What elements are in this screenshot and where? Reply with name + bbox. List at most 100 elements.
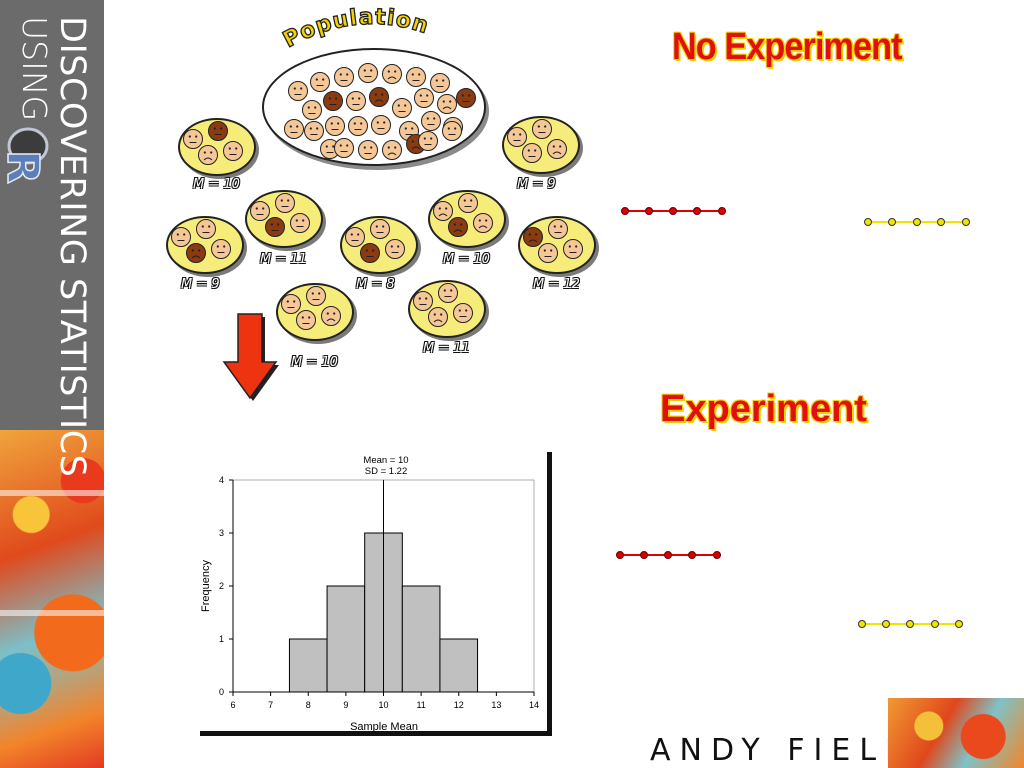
experiment-yellow-dots [858,620,963,628]
sample-mean-label: M = 11 [423,341,470,356]
sidebar-decorative-art [0,430,104,768]
neutral-face-icon [421,111,441,131]
sample-mean-label: M = 8 [356,277,395,292]
neutral-face-icon [358,63,378,83]
sad-face-icon [186,243,206,263]
population-faces [284,63,476,160]
neutral-face-icon [310,72,330,92]
chart-annotation-sd: SD = 1.22 [365,466,408,477]
neutral-face-icon [563,239,583,259]
corner-decorative-art [888,698,1024,768]
sample-mean-label: M = 10 [193,177,240,192]
neutral-face-icon [275,193,295,213]
x-tick-label: 13 [491,700,501,710]
neutral-face-icon [334,138,354,158]
yellow-dot [858,620,866,628]
red-dot [713,551,721,559]
sidebar-grey-panel [0,0,104,430]
red-dot [640,551,648,559]
x-tick-label: 11 [416,700,425,710]
neutral-face-icon [453,303,473,323]
red-dot [616,551,624,559]
neutral-face-icon [306,286,326,306]
neutral-face-icon [458,193,478,213]
sample-mean-label: M = 9 [517,177,556,192]
sad-face-icon [437,94,457,114]
neutral-face-icon [538,243,558,263]
red-dot [688,551,696,559]
author-name: ANDY FIELD [650,733,918,768]
sample-mean-label: M = 12 [533,277,580,292]
y-axis-label: Frequency [200,560,212,612]
neutral-face-icon [284,119,304,139]
sample-mean-label: M = 10 [291,355,338,370]
sad-face-icon [321,306,341,326]
down-arrow-icon [222,313,279,401]
sad-face-icon [547,139,567,159]
y-tick-label: 2 [219,581,224,591]
sample-mean-label: M = 11 [260,252,307,267]
red-dot [664,551,672,559]
sad-face-icon [382,140,402,160]
histogram-panel: Mean = 10 SD = 1.22 6 7 8 9 10 11 12 13 14 0 1 2 3 4 … [200,452,552,736]
neutral-face-icon [208,121,228,141]
histogram-bar [288,638,328,693]
population-title-graphic: Population [279,4,432,54]
x-tick-label: 9 [343,700,348,710]
yellow-dot [955,620,963,628]
neutral-face-icon [346,91,366,111]
sample-mean-label: M = 9 [181,277,220,292]
sad-face-icon [523,227,543,247]
sample-mean-label: M = 10 [443,252,490,267]
histogram-bar [439,638,479,693]
y-tick-label: 0 [219,687,224,697]
neutral-face-icon [290,213,310,233]
y-tick-label: 1 [219,634,224,644]
neutral-face-icon [281,294,301,314]
neutral-face-icon [325,116,345,136]
neutral-face-icon [288,81,308,101]
neutral-face-icon [250,201,270,221]
neutral-face-icon [414,88,434,108]
neutral-face-icon [348,116,368,136]
r-logo-letter: R [6,150,48,184]
neutral-face-icon [304,121,324,141]
x-tick-label: 7 [268,700,273,710]
histogram-chart: Mean = 10 SD = 1.22 6 7 8 9 10 11 12 13 1401234 … [200,455,539,731]
neutral-face-icon [392,98,412,118]
no-experiment-heading: No Experiment [672,26,903,68]
neutral-face-icon [418,131,438,151]
sad-face-icon [198,145,218,165]
neutral-face-icon [171,227,191,247]
neutral-face-icon [548,219,568,239]
sad-face-icon [369,87,389,107]
neutral-face-icon [413,291,433,311]
sad-face-icon [382,64,402,84]
neutral-face-icon [385,239,405,259]
neutral-face-icon [406,67,426,87]
x-tick-label: 10 [378,700,388,710]
yellow-dot [882,620,890,628]
neutral-face-icon [358,140,378,160]
neutral-face-icon [360,243,380,263]
chart-annotation-mean: Mean = 10 [363,455,408,466]
experiment-red-dots [616,551,721,559]
y-tick-label: 4 [219,475,224,485]
x-tick-label: 12 [454,700,464,710]
neutral-face-icon [438,283,458,303]
neutral-face-icon [522,143,542,163]
sad-face-icon [433,201,453,221]
experiment-heading: Experiment [660,388,867,430]
neutral-face-icon [430,73,450,93]
neutral-face-icon [211,239,231,259]
neutral-face-icon [223,141,243,161]
r-logo-icon: R [6,127,49,185]
neutral-face-icon [334,67,354,87]
x-tick-label: 8 [306,700,311,710]
neutral-face-icon [196,219,216,239]
neutral-face-icon [345,227,365,247]
yellow-dot [931,620,939,628]
neutral-face-icon [507,127,527,147]
yellow-dot [906,620,914,628]
histogram-bar [401,585,441,693]
